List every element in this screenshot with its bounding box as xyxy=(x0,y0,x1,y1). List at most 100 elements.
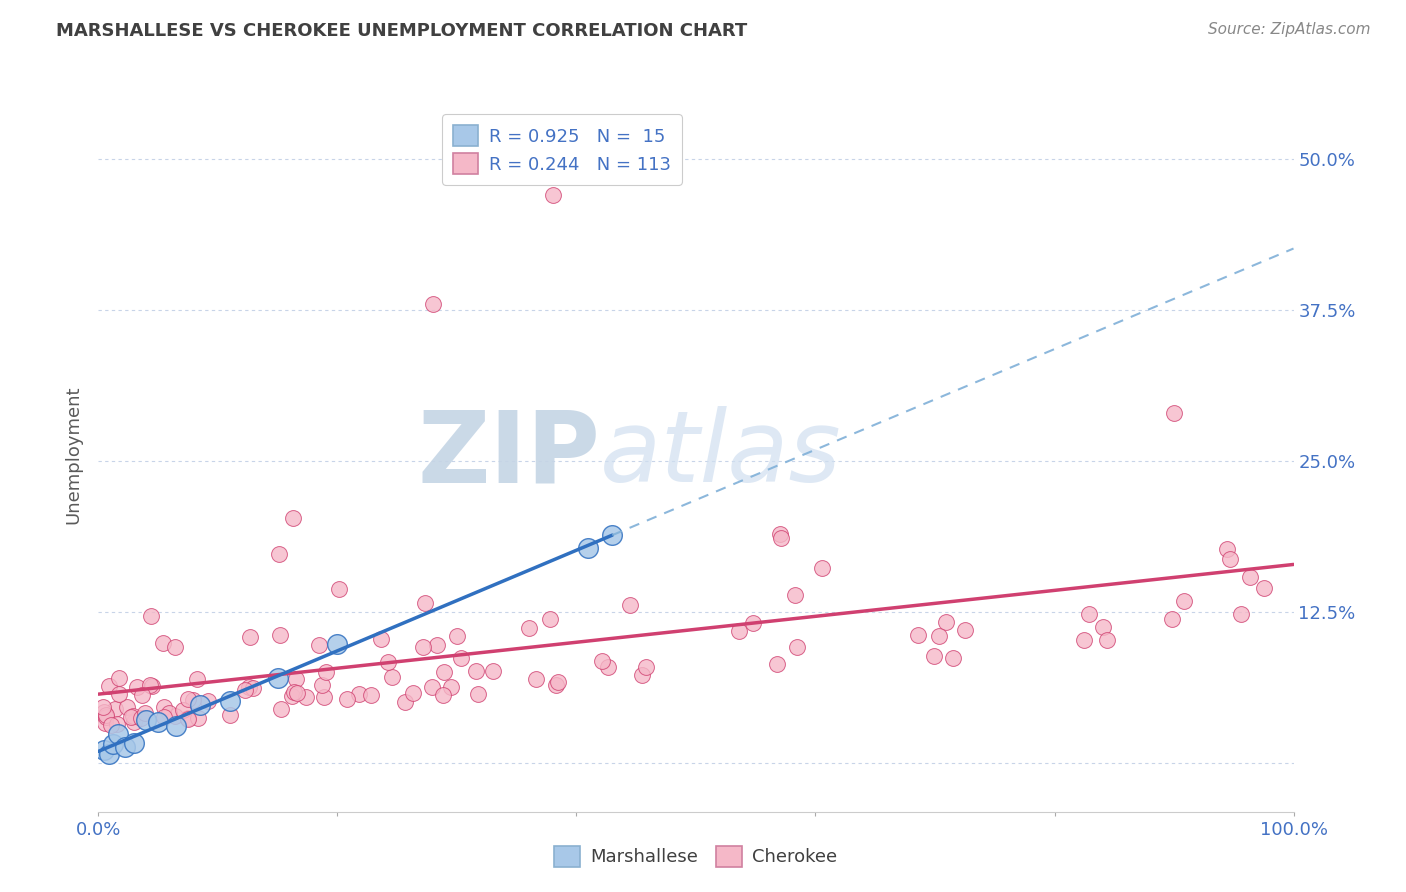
Legend: Marshallese, Cherokee: Marshallese, Cherokee xyxy=(547,838,845,874)
Point xyxy=(98,747,121,761)
Text: Source: ZipAtlas.com: Source: ZipAtlas.com xyxy=(1208,22,1371,37)
Point xyxy=(546,678,568,692)
Point xyxy=(141,609,163,624)
Point xyxy=(1095,632,1118,647)
Point xyxy=(105,716,128,731)
Text: MARSHALLESE VS CHEROKEE UNEMPLOYMENT CORRELATION CHART: MARSHALLESE VS CHEROKEE UNEMPLOYMENT COR… xyxy=(56,22,748,40)
Point xyxy=(242,681,264,696)
Point xyxy=(328,582,350,597)
Point xyxy=(124,736,146,750)
Point xyxy=(538,611,561,625)
Point xyxy=(219,693,242,707)
Point xyxy=(394,695,416,709)
Point xyxy=(165,719,187,733)
Point xyxy=(742,615,765,630)
Point xyxy=(1230,607,1253,622)
Point xyxy=(770,531,793,545)
Point xyxy=(519,621,541,635)
Point xyxy=(157,706,180,721)
Point xyxy=(928,629,950,643)
Point xyxy=(1216,541,1239,556)
Point xyxy=(942,650,965,665)
Point xyxy=(281,511,304,525)
Point xyxy=(922,648,945,663)
Point xyxy=(94,708,117,723)
Point xyxy=(576,541,599,555)
Point xyxy=(107,687,129,701)
Point xyxy=(619,598,641,612)
Point xyxy=(426,638,449,652)
Point xyxy=(1091,620,1114,634)
Point xyxy=(602,527,624,541)
Point xyxy=(524,672,547,686)
Point xyxy=(314,690,336,705)
Point xyxy=(1073,633,1095,648)
Point xyxy=(181,693,204,707)
Point xyxy=(433,665,456,679)
Y-axis label: Unemployment: Unemployment xyxy=(65,385,83,524)
Point xyxy=(1253,581,1275,595)
Point xyxy=(186,672,208,686)
Point xyxy=(152,699,174,714)
Point xyxy=(127,681,149,695)
Point xyxy=(101,737,124,751)
Point xyxy=(177,692,200,706)
Point xyxy=(420,680,443,694)
Point xyxy=(785,588,807,602)
Point xyxy=(547,674,569,689)
Point xyxy=(1160,612,1182,626)
Point xyxy=(953,624,976,638)
Point xyxy=(177,711,200,725)
Point xyxy=(152,636,174,650)
Point xyxy=(122,714,145,729)
Point xyxy=(402,686,425,700)
Point xyxy=(172,703,194,717)
Point xyxy=(108,671,131,685)
Point xyxy=(308,638,330,652)
Point xyxy=(115,699,138,714)
Point xyxy=(281,690,304,704)
Point xyxy=(239,630,262,644)
Point xyxy=(267,671,290,685)
Point xyxy=(152,710,174,724)
Point xyxy=(139,677,162,691)
Point xyxy=(630,668,652,682)
Point xyxy=(233,683,256,698)
Point xyxy=(285,672,308,686)
Point xyxy=(432,688,454,702)
Point xyxy=(935,615,957,630)
Point xyxy=(311,678,333,692)
Point xyxy=(165,640,187,655)
Point xyxy=(728,624,751,639)
Point xyxy=(135,713,157,727)
Point xyxy=(467,687,489,701)
Point xyxy=(134,706,156,720)
Point xyxy=(269,628,291,642)
Point xyxy=(315,665,337,679)
Point xyxy=(1173,594,1195,608)
Point xyxy=(381,670,404,684)
Point xyxy=(336,692,359,706)
Point xyxy=(370,632,392,646)
Point xyxy=(347,687,370,701)
Point xyxy=(176,712,198,726)
Point xyxy=(907,627,929,641)
Text: atlas: atlas xyxy=(600,407,842,503)
Point xyxy=(104,702,127,716)
Point xyxy=(446,628,468,642)
Point xyxy=(129,711,152,725)
Point xyxy=(1163,406,1185,420)
Point xyxy=(267,547,290,561)
Point xyxy=(1078,607,1101,621)
Point xyxy=(165,708,187,723)
Point xyxy=(440,680,463,694)
Point xyxy=(120,710,142,724)
Point xyxy=(766,657,789,671)
Point xyxy=(465,665,488,679)
Point xyxy=(811,561,834,575)
Point xyxy=(413,596,436,610)
Point xyxy=(541,187,564,202)
Point xyxy=(187,711,209,725)
Point xyxy=(596,660,619,674)
Point xyxy=(91,700,114,714)
